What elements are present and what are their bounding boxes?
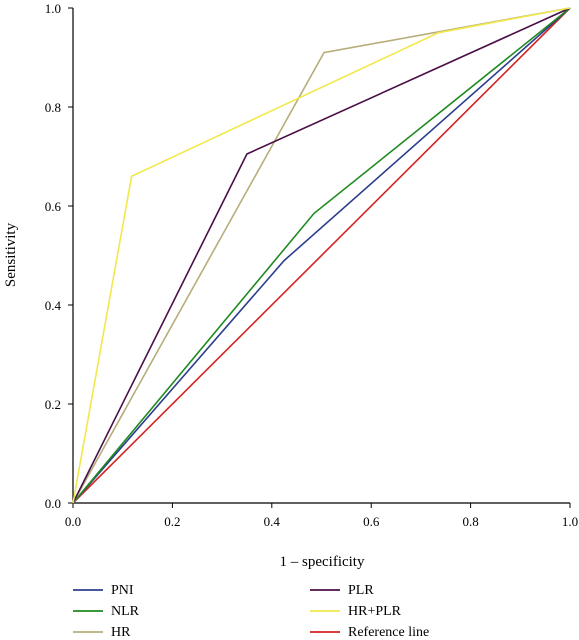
y-tick-label: 1.0 <box>45 1 61 16</box>
legend-label-reference-line: Reference line <box>348 625 429 640</box>
x-tick-label: 1.0 <box>562 514 578 529</box>
series-line-nlr <box>72 7 571 504</box>
series-line-hr-plr <box>72 7 571 504</box>
legend-label-pni: PNI <box>111 583 134 598</box>
series-line-reference-line <box>72 7 571 504</box>
y-axis-label: Sensitivity <box>3 222 19 287</box>
axes <box>72 8 570 504</box>
y-tick-label: 0.6 <box>45 199 62 214</box>
x-tick-label: 0.0 <box>65 514 81 529</box>
legend-label-plr: PLR <box>348 583 374 598</box>
x-tick-label: 0.8 <box>462 514 478 529</box>
y-tick-label: 0.4 <box>45 298 62 313</box>
x-ticks: 0.0 0.2 0.4 0.6 0.8 1.0 <box>65 503 578 529</box>
y-tick-label: 0.2 <box>45 397 61 412</box>
legend-label-nlr: NLR <box>111 604 140 619</box>
y-tick-label: 0.8 <box>45 100 61 115</box>
series-lines <box>72 7 571 504</box>
x-axis-label: 1 – specificity <box>280 554 365 570</box>
y-tick-label: 0.0 <box>45 496 61 511</box>
x-tick-label: 0.6 <box>363 514 380 529</box>
legend-label-hr-plr: HR+PLR <box>348 604 402 619</box>
legend-label-hr: HR <box>111 625 131 640</box>
series-line-plr <box>72 7 571 504</box>
legend: PNI NLR HR PLR HR+PLR Reference line <box>73 583 429 640</box>
series-line-pni <box>72 7 571 504</box>
x-tick-label: 0.2 <box>164 514 180 529</box>
y-ticks: 0.0 0.2 0.4 0.6 0.8 1.0 <box>45 1 73 511</box>
x-tick-label: 0.4 <box>264 514 281 529</box>
